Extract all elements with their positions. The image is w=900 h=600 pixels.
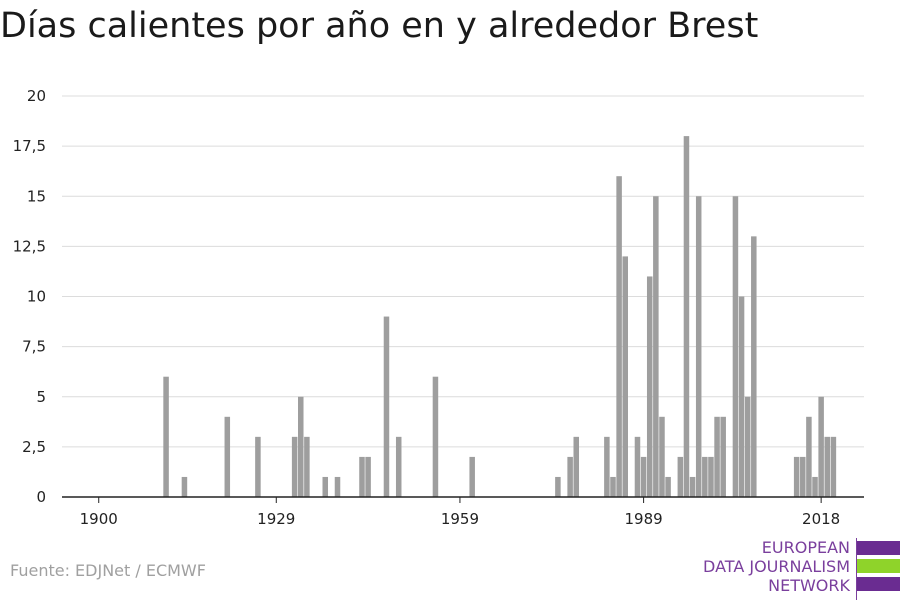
y-tick-label: 15 [27, 187, 46, 205]
bar [714, 416, 720, 497]
bar [793, 456, 800, 497]
bar [695, 196, 702, 497]
bar [677, 456, 684, 497]
x-tick-label: 1929 [257, 510, 295, 528]
bar [812, 476, 818, 497]
bar [653, 196, 659, 497]
bar [830, 436, 837, 497]
bar [255, 436, 261, 497]
edjnet-logo: EUROPEAN DATA JOURNALISM NETWORK [700, 538, 900, 600]
bar [689, 476, 696, 497]
bar [818, 396, 824, 497]
bar [322, 476, 329, 497]
y-tick-label: 7,5 [22, 338, 46, 356]
bar-chart: 0 2,5 5 7,5 10 12,5 15 17,5 20 1900 1929 1959 1989 2… [13, 87, 864, 528]
y-tick-label: 0 [36, 488, 46, 506]
logo-separator [856, 538, 857, 600]
bar [573, 436, 580, 497]
bar [720, 416, 726, 497]
bar [634, 436, 641, 497]
bar [469, 456, 475, 497]
logo-line-2: DATA JOURNALISM [703, 557, 850, 576]
x-tick-label: 2018 [802, 510, 840, 528]
bar [708, 456, 714, 497]
y-tick-label: 2,5 [22, 438, 46, 456]
logo-bar-green [857, 559, 900, 573]
x-tick-label: 1900 [80, 510, 118, 528]
logo-line-3: NETWORK [768, 576, 850, 595]
bar [224, 416, 231, 497]
logo-line-1: EUROPEAN [761, 538, 850, 557]
bars [163, 136, 837, 497]
bar [298, 396, 304, 497]
chart-title: Días calientes por año en y alrededor Br… [0, 6, 759, 46]
bar [395, 436, 402, 497]
bar [616, 176, 622, 497]
source-note: Fuente: EDJNet / ECMWF [10, 561, 206, 580]
bar [732, 196, 739, 497]
bar [304, 436, 310, 497]
bar [646, 276, 653, 497]
x-tick-label: 1959 [441, 510, 479, 528]
bar [291, 436, 298, 497]
bar [683, 136, 690, 497]
bar [744, 396, 751, 497]
bar [163, 376, 169, 497]
logo-bar-purple-bottom [857, 577, 900, 591]
bar [359, 456, 365, 497]
x-axis-ticks: 1900 1929 1959 1989 2018 [80, 497, 840, 528]
bar [640, 456, 647, 497]
bar [622, 256, 628, 497]
logo-bar-purple-top [857, 541, 900, 555]
bar [665, 476, 671, 497]
y-tick-label: 5 [36, 388, 46, 406]
bar [659, 416, 665, 497]
y-tick-label: 20 [27, 87, 46, 105]
bar [751, 236, 757, 497]
bar [738, 296, 745, 497]
y-axis-ticks: 0 2,5 5 7,5 10 12,5 15 17,5 20 [13, 87, 46, 506]
bar [604, 436, 610, 497]
bar [702, 456, 708, 497]
bar [824, 436, 831, 497]
bar [610, 476, 616, 497]
bar [567, 456, 573, 497]
bar [334, 476, 341, 497]
y-tick-label: 12,5 [13, 237, 46, 255]
bar [806, 416, 812, 497]
bar [432, 376, 439, 497]
bar [181, 476, 188, 497]
bar [555, 476, 561, 497]
gridlines [62, 95, 864, 448]
bar [800, 456, 806, 497]
bar [383, 316, 390, 497]
y-tick-label: 10 [27, 288, 46, 306]
bar [365, 456, 371, 497]
y-tick-label: 17,5 [13, 137, 46, 155]
x-tick-label: 1989 [625, 510, 663, 528]
